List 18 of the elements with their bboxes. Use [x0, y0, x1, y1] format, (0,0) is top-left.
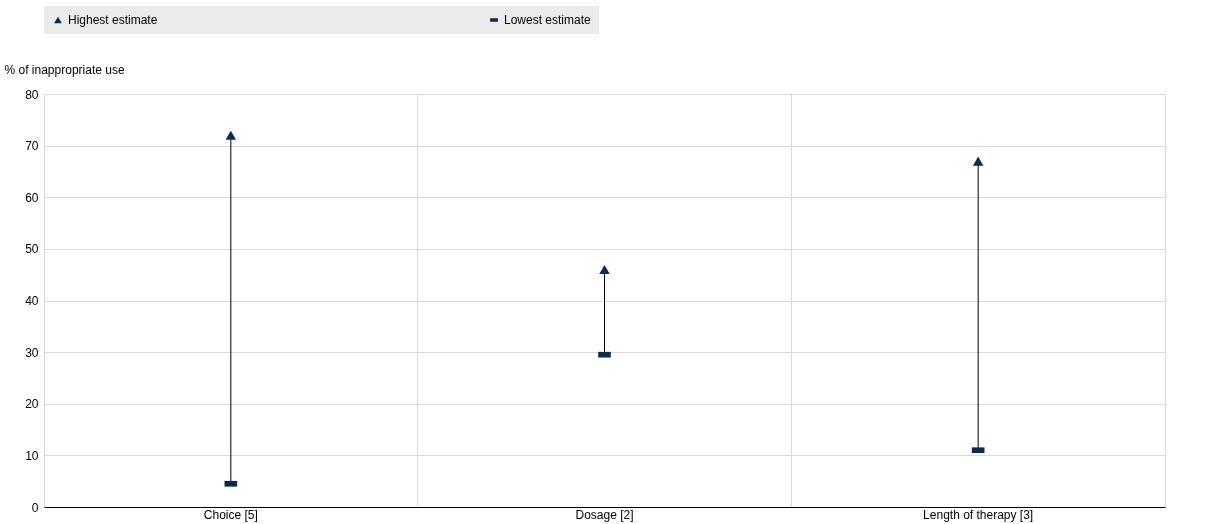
point — [225, 130, 237, 140]
legend-label: Lowest estimate — [504, 13, 592, 27]
x-tick-label: Choice [5] — [203, 507, 258, 522]
y-tick-label: 50 — [25, 242, 39, 257]
point — [599, 264, 610, 275]
y-tick-label: 10 — [25, 448, 39, 463]
y-tick-label: 0 — [31, 500, 39, 515]
y-tick-label: 70 — [25, 139, 39, 154]
point — [972, 156, 984, 166]
legend-label: Highest estimate — [68, 13, 158, 27]
y-tick-label: 40 — [25, 294, 39, 308]
y-tick-label: 80 — [25, 87, 39, 102]
y-tick-label: 60 — [25, 190, 39, 205]
y-axis-title: % of inappropriate use — [4, 62, 125, 77]
x-tick-label: Dosage [2] — [575, 507, 634, 522]
y-tick-label: 30 — [25, 345, 39, 360]
x-tick-label: Length of therapy [3] — [923, 507, 1034, 522]
y-tick-label: 20 — [25, 397, 39, 412]
